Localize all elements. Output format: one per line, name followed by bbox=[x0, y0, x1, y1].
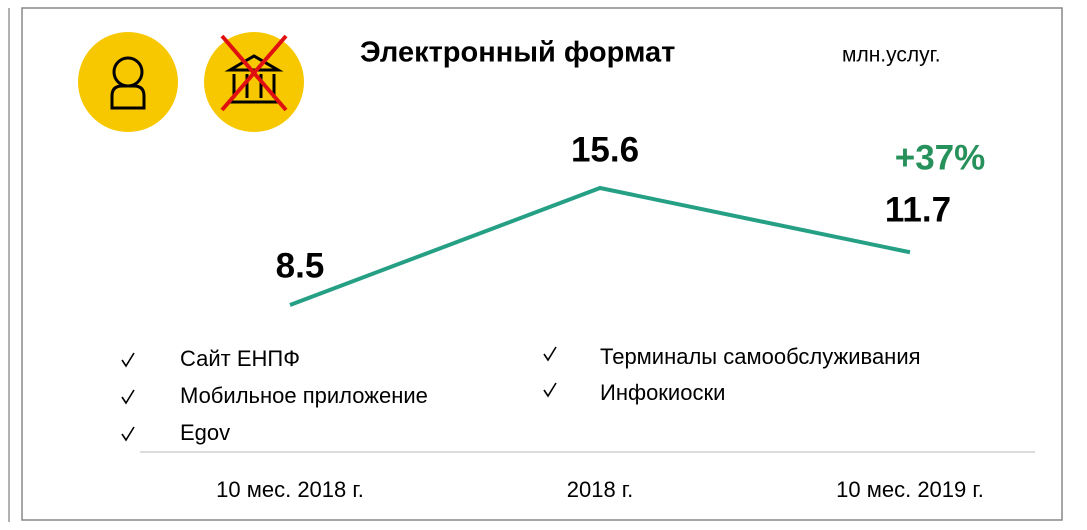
value-label: 11.7 bbox=[885, 191, 951, 230]
bank-icon bbox=[204, 32, 304, 132]
chart-title: Электронный формат bbox=[360, 37, 675, 69]
x-tick-label: 2018 г. bbox=[567, 477, 634, 502]
annotation: +37% bbox=[895, 138, 986, 177]
channel-item: Инфокиоски bbox=[600, 380, 725, 405]
x-tick-label: 10 мес. 2018 г. bbox=[216, 477, 364, 502]
checkmark bbox=[121, 352, 135, 368]
channel-item: Сайт ЕНПФ bbox=[180, 346, 300, 371]
value-label: 15.6 bbox=[571, 130, 639, 169]
channel-item: Egov bbox=[180, 420, 230, 445]
checkmark bbox=[121, 389, 135, 405]
checkmark bbox=[543, 346, 557, 362]
x-tick-label: 10 мес. 2019 г. bbox=[836, 477, 984, 502]
line-series bbox=[289, 185, 911, 307]
checkmark bbox=[543, 382, 557, 398]
person-icon bbox=[78, 32, 178, 132]
frame bbox=[21, 7, 1063, 521]
value-label: 8.5 bbox=[276, 246, 325, 285]
unit-label: млн.услуг. bbox=[842, 44, 941, 67]
channel-item: Терминалы самообслуживания bbox=[600, 344, 921, 369]
channel-item: Мобильное приложение bbox=[180, 383, 428, 408]
checkmark bbox=[121, 426, 135, 442]
